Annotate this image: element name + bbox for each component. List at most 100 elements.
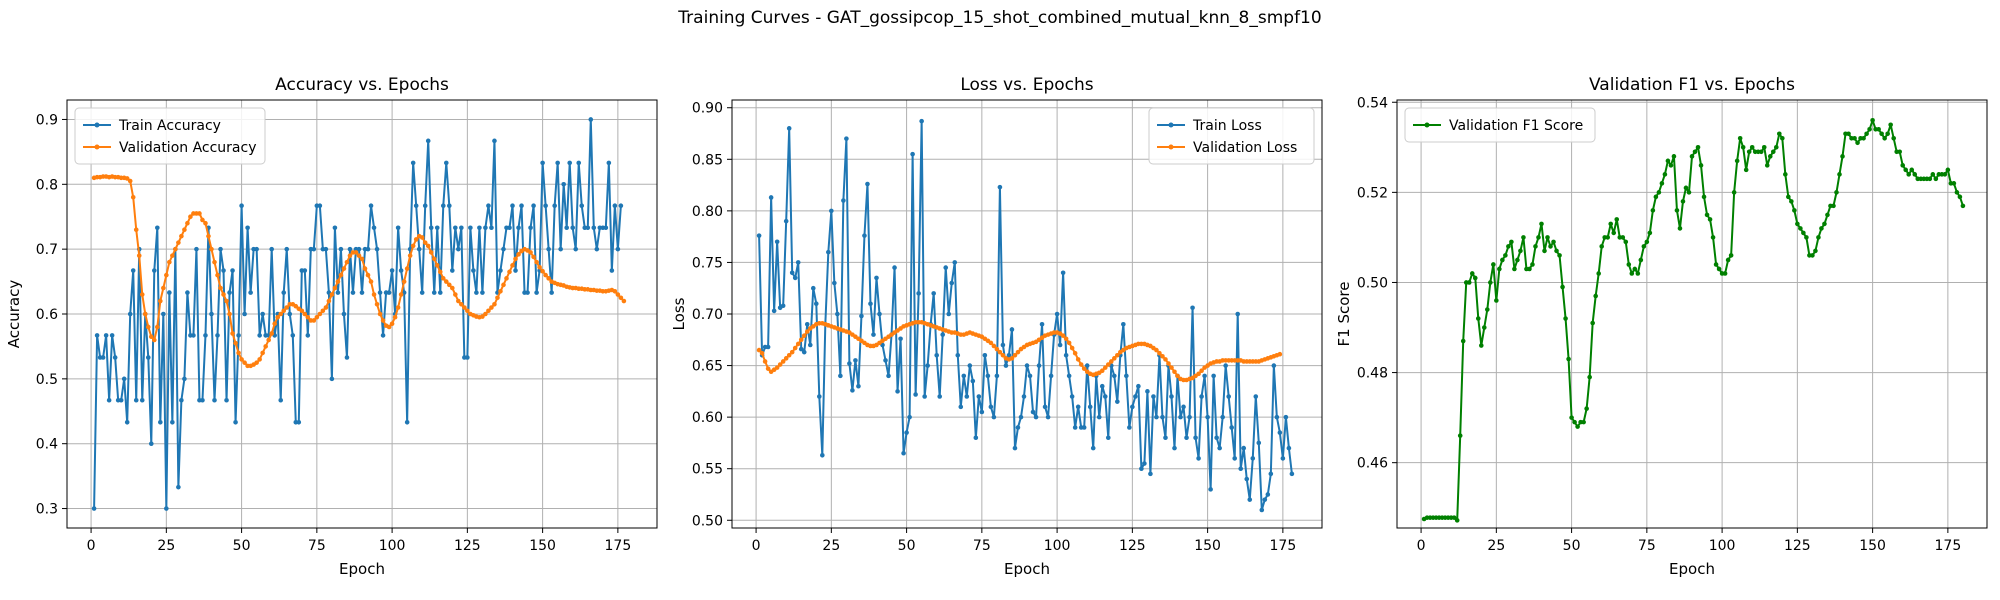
data-point: [1885, 131, 1890, 137]
data-point: [109, 333, 115, 338]
data-point: [940, 332, 946, 337]
data-point: [1172, 369, 1177, 375]
data-point: [260, 311, 265, 317]
x-tick-label: 175: [1270, 538, 1297, 554]
data-point: [254, 360, 259, 365]
data-point: [450, 268, 455, 273]
data-point: [1563, 316, 1568, 321]
data-point: [510, 263, 515, 268]
data-point: [1692, 149, 1698, 155]
loss-x-axis-label: Epoch: [1004, 560, 1050, 578]
data-point: [1581, 419, 1586, 425]
data-point: [440, 276, 446, 281]
data-point: [913, 392, 918, 397]
data-point: [756, 347, 762, 353]
data-point: [1641, 244, 1647, 249]
data-point: [326, 298, 332, 304]
data-point: [1244, 476, 1250, 482]
data-point: [1145, 389, 1150, 394]
legend-label: Validation F1 Score: [1449, 118, 1583, 134]
data-point: [275, 314, 281, 320]
data-point: [1668, 163, 1674, 168]
data-point: [970, 378, 976, 384]
data-point: [323, 305, 329, 310]
data-point: [916, 291, 921, 296]
data-point: [1665, 158, 1671, 164]
loss-legend: Train Loss Validation Loss: [1148, 107, 1315, 165]
data-point: [1286, 445, 1292, 451]
data-point: [931, 291, 936, 296]
data-point: [1867, 126, 1872, 132]
data-point: [552, 203, 557, 208]
data-point: [167, 290, 172, 295]
data-point: [838, 373, 843, 379]
data-point: [922, 394, 927, 399]
data-point: [1710, 235, 1716, 240]
data-point: [395, 225, 401, 231]
data-point: [1647, 230, 1653, 236]
data-point: [1518, 248, 1523, 254]
data-point: [958, 404, 964, 410]
data-point: [813, 301, 819, 306]
y-tick-label: 0.8: [36, 177, 58, 193]
data-point: [901, 450, 906, 456]
data-point: [489, 225, 494, 231]
data-point: [1764, 163, 1770, 168]
data-point: [1698, 163, 1704, 168]
data-point: [826, 249, 831, 255]
data-point: [269, 331, 274, 336]
data-point: [1942, 172, 1948, 177]
data-point: [338, 272, 344, 278]
data-point: [1488, 280, 1493, 285]
data-point: [567, 160, 572, 166]
data-point: [100, 355, 106, 360]
data-point: [1238, 466, 1244, 472]
data-point: [1840, 154, 1845, 159]
data-point: [1960, 203, 1966, 209]
data-point: [1671, 154, 1677, 159]
data-point: [401, 279, 407, 284]
data-point: [1575, 424, 1580, 429]
data-point: [786, 352, 792, 358]
data-point: [206, 233, 211, 239]
data-point: [850, 388, 855, 393]
x-tick-label: 100: [379, 538, 406, 554]
data-point: [1262, 497, 1268, 502]
data-point: [943, 265, 949, 270]
data-point: [1472, 275, 1478, 281]
data-point: [459, 301, 464, 307]
data-point: [1115, 352, 1120, 358]
x-tick-label: 0: [1417, 538, 1426, 554]
data-point: [1773, 145, 1779, 150]
data-point: [218, 246, 223, 252]
data-point: [1199, 394, 1204, 399]
x-tick-label: 25: [1487, 538, 1505, 554]
data-point: [1789, 199, 1794, 204]
data-point: [1900, 163, 1906, 168]
data-point: [1512, 266, 1517, 272]
x-tick-label: 150: [1859, 538, 1886, 554]
data-point: [170, 420, 175, 425]
data-point: [492, 138, 497, 144]
data-point: [233, 420, 238, 425]
data-point: [783, 218, 789, 224]
x-tick-label: 0: [87, 538, 96, 554]
loss-chart-title: Loss vs. Epochs: [960, 75, 1093, 95]
data-point: [1157, 350, 1162, 356]
y-tick-label: 0.6: [36, 307, 58, 323]
data-point: [486, 203, 491, 208]
data-point: [1102, 394, 1108, 399]
data-point: [1761, 145, 1767, 150]
data-point: [1783, 172, 1788, 177]
data-point: [419, 290, 425, 295]
data-point: [1876, 126, 1881, 132]
data-point: [341, 311, 347, 317]
data-point: [374, 246, 380, 252]
data-point: [835, 311, 840, 317]
data-point: [305, 333, 311, 338]
y-tick-label: 0.46: [1357, 456, 1388, 472]
data-point: [344, 259, 350, 265]
data-point: [230, 331, 235, 336]
data-point: [1746, 149, 1752, 155]
